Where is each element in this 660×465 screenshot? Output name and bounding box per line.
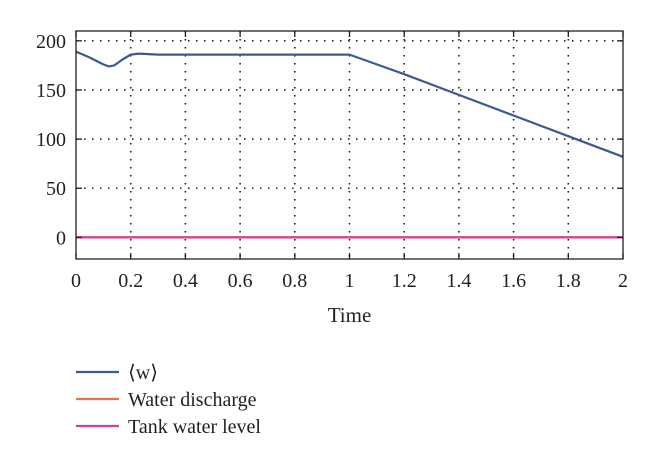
x-tick-label: 0.6 — [228, 270, 253, 292]
x-tick-label: 0 — [71, 270, 81, 292]
x-tick-label: 0.8 — [282, 270, 307, 292]
axis-ticks — [75, 31, 624, 259]
x-tick-label: 1.4 — [446, 270, 471, 292]
y-tick-label: 100 — [36, 129, 66, 151]
y-tick-label: 50 — [46, 178, 66, 200]
x-tick-label: 0.4 — [173, 270, 198, 292]
legend-label: Tank water level — [128, 416, 261, 438]
legend-item: Water discharge — [76, 389, 257, 411]
plot-frame — [75, 30, 624, 260]
legend: ⟨w⟩ Water discharge Tank water level — [76, 362, 261, 438]
x-tick-label: 1.8 — [556, 270, 581, 292]
x-tick-label: 1.2 — [392, 270, 417, 292]
x-tick-label: 0.2 — [118, 270, 143, 292]
grid — [76, 31, 623, 259]
y-tick-label: 200 — [36, 31, 66, 53]
y-tick-label: 150 — [36, 80, 66, 102]
series-line — [75, 50, 624, 158]
legend-label: Water discharge — [128, 389, 257, 411]
y-tick-labels: 0 50 100 150 200 — [36, 31, 66, 250]
x-tick-label: 2 — [618, 270, 628, 292]
y-tick-label: 0 — [56, 227, 66, 249]
legend-label: ⟨w⟩ — [128, 362, 158, 384]
legend-item: ⟨w⟩ — [76, 362, 158, 384]
x-tick-label: 1.6 — [501, 270, 526, 292]
x-axis-title: Time — [328, 303, 372, 327]
series-lines — [75, 50, 624, 239]
legend-item: Tank water level — [76, 416, 261, 438]
x-tick-labels: 0 0.2 0.4 0.6 0.8 1 1.2 1.4 1.6 1.8 2 — [71, 270, 628, 292]
x-tick-label: 1 — [345, 270, 355, 292]
